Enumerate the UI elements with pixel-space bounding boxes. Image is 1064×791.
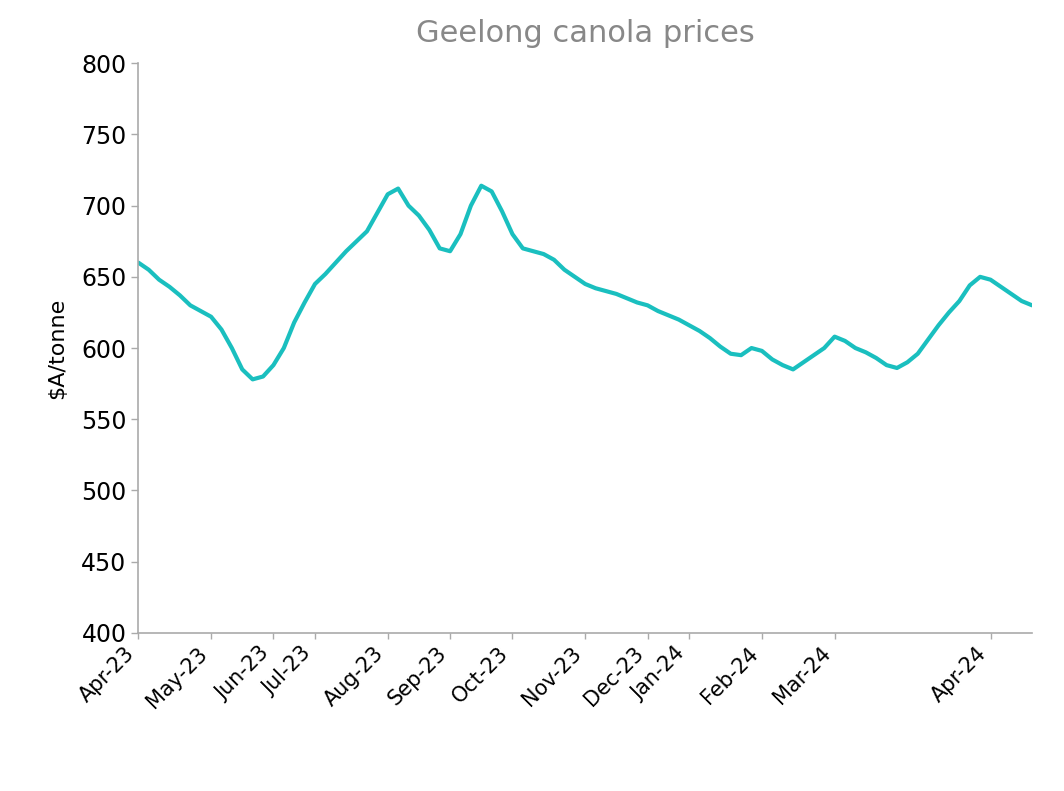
Title: Geelong canola prices: Geelong canola prices bbox=[416, 20, 754, 48]
Y-axis label: $A/tonne: $A/tonne bbox=[47, 297, 67, 399]
